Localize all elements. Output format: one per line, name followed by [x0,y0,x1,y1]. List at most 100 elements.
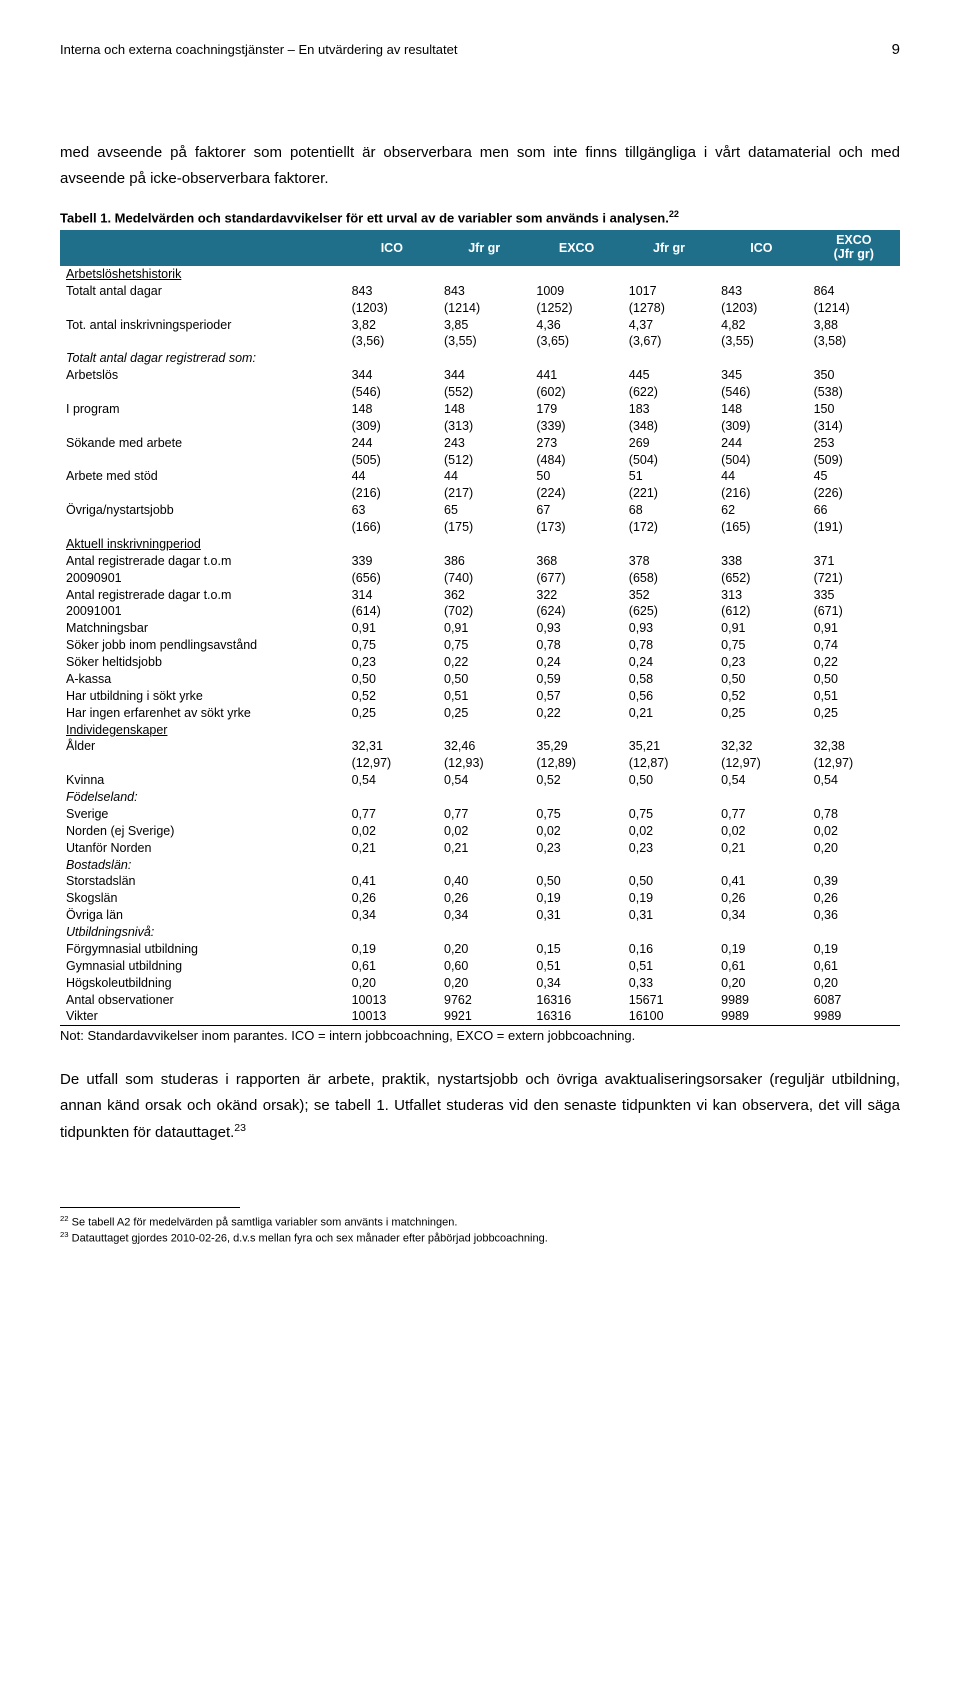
table-row: Förgymnasial utbildning0,190,200,150,160… [60,941,900,958]
table-row-sd: 20091001(614)(702)(624)(625)(612)(671) [60,603,900,620]
data-table: ICO Jfr gr EXCO Jfr gr ICO EXCO(Jfr gr) … [60,230,900,1025]
row-label: Övriga/nystartsjobb [60,502,346,519]
sd-cell: (677) [530,570,622,587]
row-label: Norden (ej Sverige) [60,823,346,840]
cell: 843 [715,283,807,300]
italic-label-row: Födelseland: [60,789,900,806]
table-row: Matchningsbar0,910,910,930,930,910,91 [60,620,900,637]
cell: 0,78 [530,637,622,654]
cell: 0,26 [438,890,530,907]
italic-label-row: Totalt antal dagar registrerad som: [60,350,900,367]
cell: 0,19 [623,890,715,907]
sd-cell: (671) [808,603,900,620]
cell: 0,33 [623,975,715,992]
sd-cell: (546) [715,384,807,401]
cell: 0,02 [715,823,807,840]
col-exco: EXCO [530,230,622,266]
sd-cell: (12,97) [346,755,438,772]
cell: 0,21 [715,840,807,857]
cell: 0,57 [530,688,622,705]
cell: 0,91 [346,620,438,637]
row-label: Utanför Norden [60,840,346,857]
table-row: Övriga/nystartsjobb636567686266 [60,502,900,519]
cell: 0,19 [715,941,807,958]
cell: 0,19 [530,890,622,907]
cell: 0,02 [808,823,900,840]
table-note: Not: Standardavvikelser inom parantes. I… [60,1027,900,1045]
sd-cell: (612) [715,603,807,620]
table-row: Skogslän0,260,260,190,190,260,26 [60,890,900,907]
cell: 0,21 [623,705,715,722]
sd-cell: (216) [346,485,438,502]
cell: 9989 [808,1008,900,1025]
cell: 0,50 [623,772,715,789]
table-row: Ålder32,3132,4635,2935,2132,3232,38 [60,738,900,755]
cell: 0,75 [715,637,807,654]
row-label: Förgymnasial utbildning [60,941,346,958]
caption-text: Tabell 1. Medelvärden och standardavvike… [60,211,669,226]
cell: 0,54 [438,772,530,789]
cell: 0,25 [715,705,807,722]
cell: 0,50 [808,671,900,688]
cell: 352 [623,587,715,604]
cell: 0,02 [623,823,715,840]
cell: 0,50 [715,671,807,688]
sd-cell: (3,58) [808,333,900,350]
row-label: Vikter [60,1008,346,1025]
cell: 0,77 [715,806,807,823]
cell: 0,23 [715,654,807,671]
cell: 0,77 [346,806,438,823]
cell: 10013 [346,1008,438,1025]
cell: 0,34 [530,975,622,992]
sd-cell: (12,87) [623,755,715,772]
cell: 368 [530,553,622,570]
sd-cell: (3,56) [346,333,438,350]
table-row-sd: (309)(313)(339)(348)(309)(314) [60,418,900,435]
cell: 35,21 [623,738,715,755]
cell: 66 [808,502,900,519]
cell: 0,26 [346,890,438,907]
table-row: Storstadslän0,410,400,500,500,410,39 [60,873,900,890]
table-row: Gymnasial utbildning0,610,600,510,510,61… [60,958,900,975]
table-row-sd: 20090901(656)(740)(677)(658)(652)(721) [60,570,900,587]
section-label-row: Aktuell inskrivningperiod [60,536,900,553]
cell: 3,85 [438,317,530,334]
cell: 16100 [623,1008,715,1025]
col-blank [60,230,346,266]
cell: 4,82 [715,317,807,334]
sd-cell: (226) [808,485,900,502]
sd-cell: (512) [438,452,530,469]
sd-cell: (652) [715,570,807,587]
row-label: I program [60,401,346,418]
table-row: Kvinna0,540,540,520,500,540,54 [60,772,900,789]
cell: 6087 [808,992,900,1009]
row-label: Har utbildning i sökt yrke [60,688,346,705]
cell: 244 [346,435,438,452]
cell: 0,54 [808,772,900,789]
sd-cell: (3,55) [438,333,530,350]
sd-cell: (314) [808,418,900,435]
col-ico: ICO [346,230,438,266]
cell: 0,19 [808,941,900,958]
cell: 150 [808,401,900,418]
cell: 44 [715,468,807,485]
cell: 0,78 [623,637,715,654]
cell: 4,36 [530,317,622,334]
row-label: Söker heltidsjobb [60,654,346,671]
sd-cell: (1203) [715,300,807,317]
col-jfrgr2: Jfr gr [623,230,715,266]
cell: 0,02 [530,823,622,840]
cell: 0,50 [346,671,438,688]
cell: 0,61 [346,958,438,975]
cell: 253 [808,435,900,452]
sd-cell: (348) [623,418,715,435]
cell: 0,58 [623,671,715,688]
cell: 0,23 [346,654,438,671]
cell: 0,24 [530,654,622,671]
cell: 68 [623,502,715,519]
cell: 0,25 [438,705,530,722]
cell: 179 [530,401,622,418]
sd-cell: (625) [623,603,715,620]
row-label: Antal observationer [60,992,346,1009]
cell: 269 [623,435,715,452]
